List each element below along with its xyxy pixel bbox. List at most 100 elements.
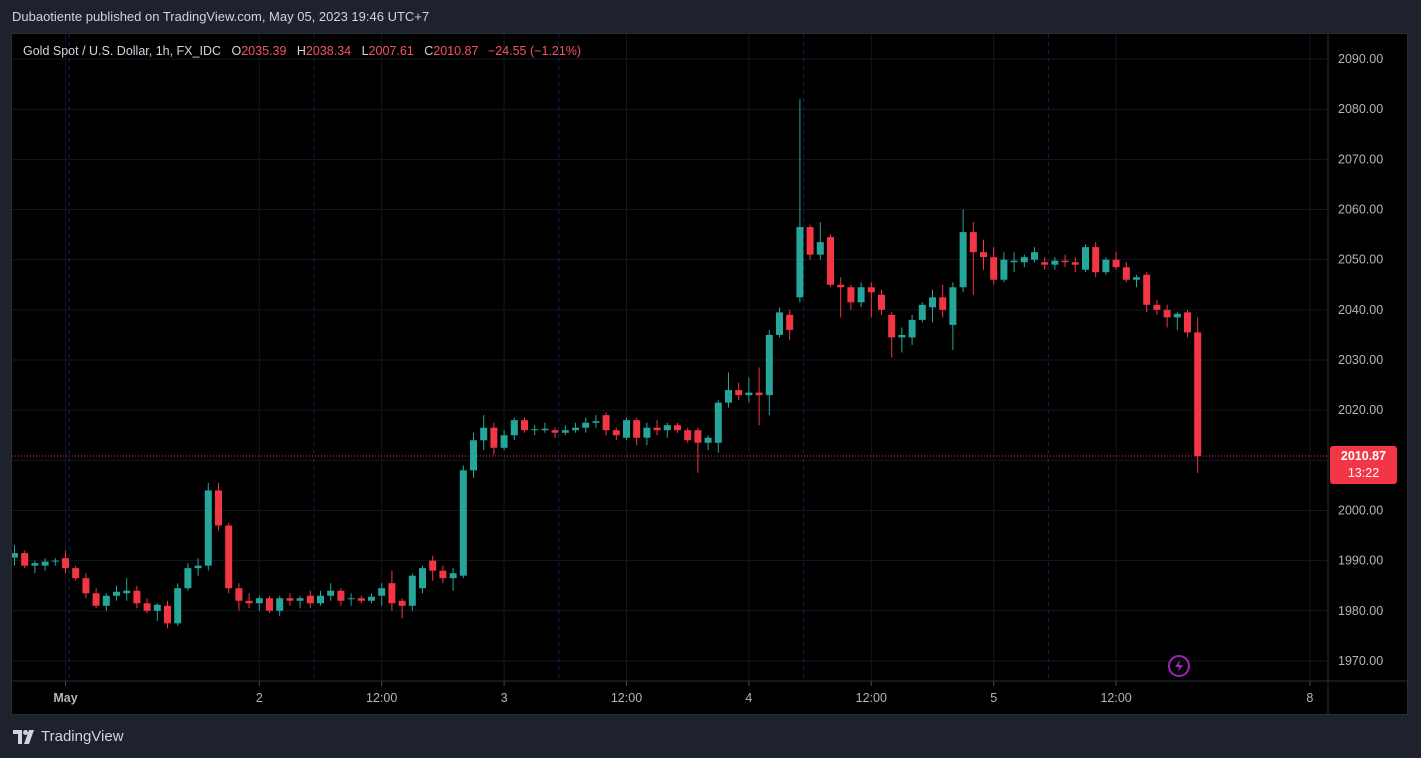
candle-body: [449, 573, 457, 579]
candle: [378, 583, 386, 606]
candle-body: [643, 427, 651, 438]
candle: [1010, 252, 1018, 273]
y-tick-label: 2060.00: [1338, 203, 1383, 217]
candle-body: [235, 588, 243, 601]
candle-body: [980, 252, 987, 258]
candle: [592, 415, 600, 428]
candle: [194, 558, 202, 576]
chart-panel[interactable]: 2090.00 2080.00 2070.00 2060.00 2050.00 2040.…: [11, 33, 1408, 715]
candle-body: [429, 560, 437, 571]
candle: [317, 590, 324, 606]
candle: [612, 427, 620, 441]
candle-body: [531, 429, 539, 431]
candle: [286, 593, 294, 606]
candle-body: [1143, 274, 1151, 305]
candle: [551, 427, 559, 438]
candle: [41, 558, 49, 571]
candle: [837, 277, 845, 318]
candle-body: [153, 604, 161, 611]
candle: [1194, 317, 1202, 473]
candle: [1020, 254, 1028, 268]
candle: [398, 598, 406, 619]
footer-brand[interactable]: TradingView: [13, 728, 124, 745]
candle: [918, 302, 926, 323]
candle: [745, 377, 753, 403]
candle: [725, 372, 732, 408]
candle-body: [72, 568, 80, 579]
legend-close: C2010.87: [424, 44, 479, 58]
candle: [408, 573, 416, 611]
brand-name: TradingView: [41, 728, 124, 745]
candle: [898, 327, 906, 353]
candlestick-chart[interactable]: 2090.00 2080.00 2070.00 2060.00 2050.00 2040.…: [12, 34, 1407, 714]
y-tick-label: 1980.00: [1338, 604, 1383, 618]
candle-body: [1061, 260, 1069, 263]
candle: [653, 420, 661, 436]
x-tick-label: May: [53, 691, 77, 705]
candle: [1163, 304, 1171, 328]
candle: [816, 222, 824, 260]
candle: [62, 550, 69, 574]
candle: [847, 284, 855, 310]
candle-body: [215, 490, 222, 526]
candle: [184, 563, 192, 591]
candle-body: [347, 598, 355, 600]
candle: [602, 412, 610, 436]
candle: [51, 558, 59, 566]
candle: [1041, 257, 1049, 270]
candle: [215, 482, 222, 531]
candle-body: [204, 490, 212, 566]
candle-body: [510, 420, 518, 436]
candle-body: [388, 583, 396, 604]
candle: [1102, 257, 1110, 275]
bar-countdown: 13:22: [1347, 466, 1380, 480]
candle-body: [459, 470, 467, 576]
candle: [878, 289, 885, 315]
candle-body: [929, 297, 936, 308]
candle-body: [959, 232, 967, 288]
candle-body: [837, 284, 845, 288]
candle-body: [1051, 260, 1059, 265]
candle: [347, 593, 355, 606]
candle: [306, 590, 314, 609]
candle-body: [51, 560, 59, 562]
candle-body: [41, 561, 49, 566]
candle: [827, 234, 834, 288]
candle: [480, 415, 488, 451]
candle: [21, 550, 29, 569]
candle-body: [31, 563, 39, 566]
candle-body: [1173, 313, 1181, 318]
candle: [623, 417, 630, 441]
candle-body: [1163, 309, 1171, 318]
candle-body: [1112, 259, 1120, 268]
candle-body: [684, 430, 692, 441]
x-tick-label: 5: [990, 691, 997, 705]
lightning-bolt-icon[interactable]: [1168, 655, 1190, 677]
candle: [12, 545, 18, 566]
candle-body: [918, 304, 926, 320]
legend-symbol: Gold Spot / U.S. Dollar, 1h, FX_IDC: [23, 44, 221, 58]
x-tick-label: 12:00: [1100, 691, 1131, 705]
candle-body: [786, 314, 794, 330]
candle-body: [337, 590, 345, 601]
candle: [959, 209, 967, 293]
candle: [266, 595, 273, 614]
candle-body: [806, 227, 814, 255]
candle-body: [368, 596, 375, 601]
candle: [786, 309, 794, 340]
candle: [133, 585, 141, 609]
candle: [582, 417, 590, 433]
candle-body: [12, 553, 18, 558]
candle-body: [735, 390, 743, 396]
candle-body: [796, 227, 804, 298]
publisher-line: Dubaotiente published on TradingView.com…: [12, 9, 430, 24]
candle: [521, 417, 528, 433]
candle-body: [704, 437, 712, 443]
candle-body: [1020, 257, 1028, 263]
candle-body: [286, 598, 294, 601]
candle: [1122, 262, 1130, 283]
candle: [470, 432, 477, 478]
candle: [980, 239, 987, 270]
candle: [694, 427, 702, 473]
candle-body: [612, 430, 620, 436]
